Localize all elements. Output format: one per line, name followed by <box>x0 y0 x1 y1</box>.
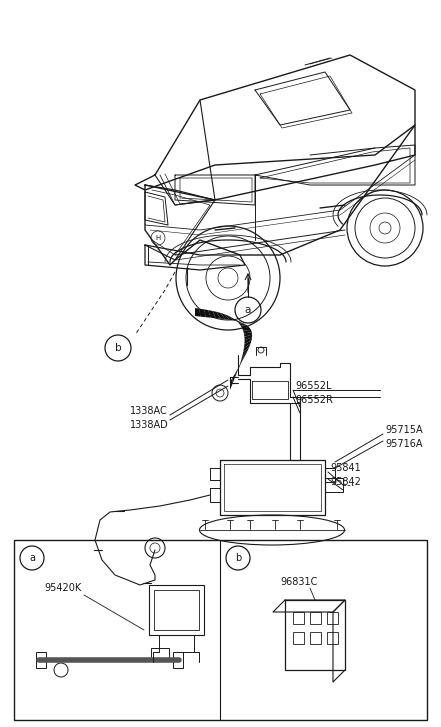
Polygon shape <box>243 344 250 352</box>
Bar <box>36 652 46 668</box>
Text: 95841
95842: 95841 95842 <box>330 463 361 487</box>
Bar <box>310 612 321 624</box>
Polygon shape <box>242 328 251 331</box>
Polygon shape <box>239 355 246 366</box>
Text: a: a <box>245 305 251 315</box>
Polygon shape <box>234 368 239 380</box>
Text: b: b <box>235 553 241 563</box>
Polygon shape <box>195 308 200 317</box>
Polygon shape <box>204 310 211 318</box>
Polygon shape <box>213 311 220 318</box>
Polygon shape <box>242 347 249 356</box>
Polygon shape <box>224 314 234 321</box>
Polygon shape <box>241 350 248 361</box>
Polygon shape <box>220 313 230 320</box>
Text: 96552L
96552R: 96552L 96552R <box>295 381 333 405</box>
Bar <box>327 632 338 644</box>
Polygon shape <box>238 358 243 370</box>
Polygon shape <box>239 323 248 326</box>
Polygon shape <box>244 337 252 344</box>
Text: 95715A
95716A: 95715A 95716A <box>385 425 422 449</box>
Polygon shape <box>244 340 251 348</box>
Text: 1338AC
1338AD: 1338AC 1338AD <box>130 406 169 430</box>
Polygon shape <box>244 332 252 337</box>
Text: 95420K: 95420K <box>44 583 81 593</box>
Polygon shape <box>240 325 250 328</box>
Text: a: a <box>29 553 35 563</box>
Bar <box>173 652 183 668</box>
Polygon shape <box>208 310 216 318</box>
Text: H: H <box>155 235 161 241</box>
Text: b: b <box>115 343 121 353</box>
Polygon shape <box>236 363 241 375</box>
Bar <box>327 612 338 624</box>
Polygon shape <box>199 309 206 317</box>
Polygon shape <box>228 316 237 321</box>
Bar <box>154 590 199 630</box>
Text: 96831C: 96831C <box>280 577 318 587</box>
Bar <box>293 612 304 624</box>
Bar <box>285 600 345 670</box>
Polygon shape <box>236 321 246 325</box>
Bar <box>310 632 321 644</box>
FancyArrowPatch shape <box>0 107 258 488</box>
Bar <box>149 585 204 635</box>
Polygon shape <box>231 317 241 322</box>
Bar <box>151 648 169 658</box>
Bar <box>293 632 304 644</box>
Bar <box>14 540 427 720</box>
Polygon shape <box>232 372 236 385</box>
Polygon shape <box>244 334 252 340</box>
Polygon shape <box>217 312 225 319</box>
Polygon shape <box>234 318 243 324</box>
Polygon shape <box>230 377 233 390</box>
Polygon shape <box>243 330 252 334</box>
